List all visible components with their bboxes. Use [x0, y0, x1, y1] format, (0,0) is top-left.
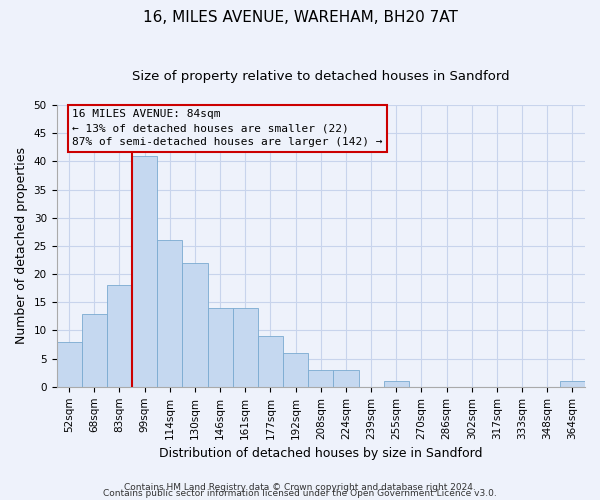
Bar [107, 286, 132, 387]
Text: Contains HM Land Registry data © Crown copyright and database right 2024.: Contains HM Land Registry data © Crown c… [124, 484, 476, 492]
Bar [82, 314, 107, 387]
Bar [182, 263, 208, 387]
Bar [283, 353, 308, 387]
Bar [258, 336, 283, 387]
Text: 16, MILES AVENUE, WAREHAM, BH20 7AT: 16, MILES AVENUE, WAREHAM, BH20 7AT [143, 10, 457, 25]
Y-axis label: Number of detached properties: Number of detached properties [15, 148, 28, 344]
Bar [132, 156, 157, 387]
Bar [334, 370, 359, 387]
Bar [208, 308, 233, 387]
Bar [56, 342, 82, 387]
Bar [308, 370, 334, 387]
Bar [157, 240, 182, 387]
X-axis label: Distribution of detached houses by size in Sandford: Distribution of detached houses by size … [159, 447, 482, 460]
Text: 16 MILES AVENUE: 84sqm
← 13% of detached houses are smaller (22)
87% of semi-det: 16 MILES AVENUE: 84sqm ← 13% of detached… [73, 109, 383, 147]
Bar [233, 308, 258, 387]
Title: Size of property relative to detached houses in Sandford: Size of property relative to detached ho… [132, 70, 509, 83]
Text: Contains public sector information licensed under the Open Government Licence v3: Contains public sector information licen… [103, 490, 497, 498]
Bar [560, 381, 585, 387]
Bar [383, 381, 409, 387]
